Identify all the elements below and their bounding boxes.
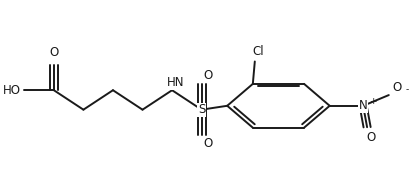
Text: O: O: [366, 131, 375, 144]
Text: O: O: [392, 81, 401, 94]
Text: S: S: [198, 103, 205, 116]
Text: O: O: [203, 69, 213, 83]
Text: -: -: [406, 85, 409, 94]
Text: Cl: Cl: [252, 45, 264, 58]
Text: HO: HO: [3, 84, 21, 97]
Text: N: N: [359, 99, 368, 112]
Text: O: O: [203, 137, 213, 150]
Text: +: +: [369, 97, 376, 106]
Text: O: O: [49, 46, 58, 59]
Text: HN: HN: [166, 76, 184, 89]
